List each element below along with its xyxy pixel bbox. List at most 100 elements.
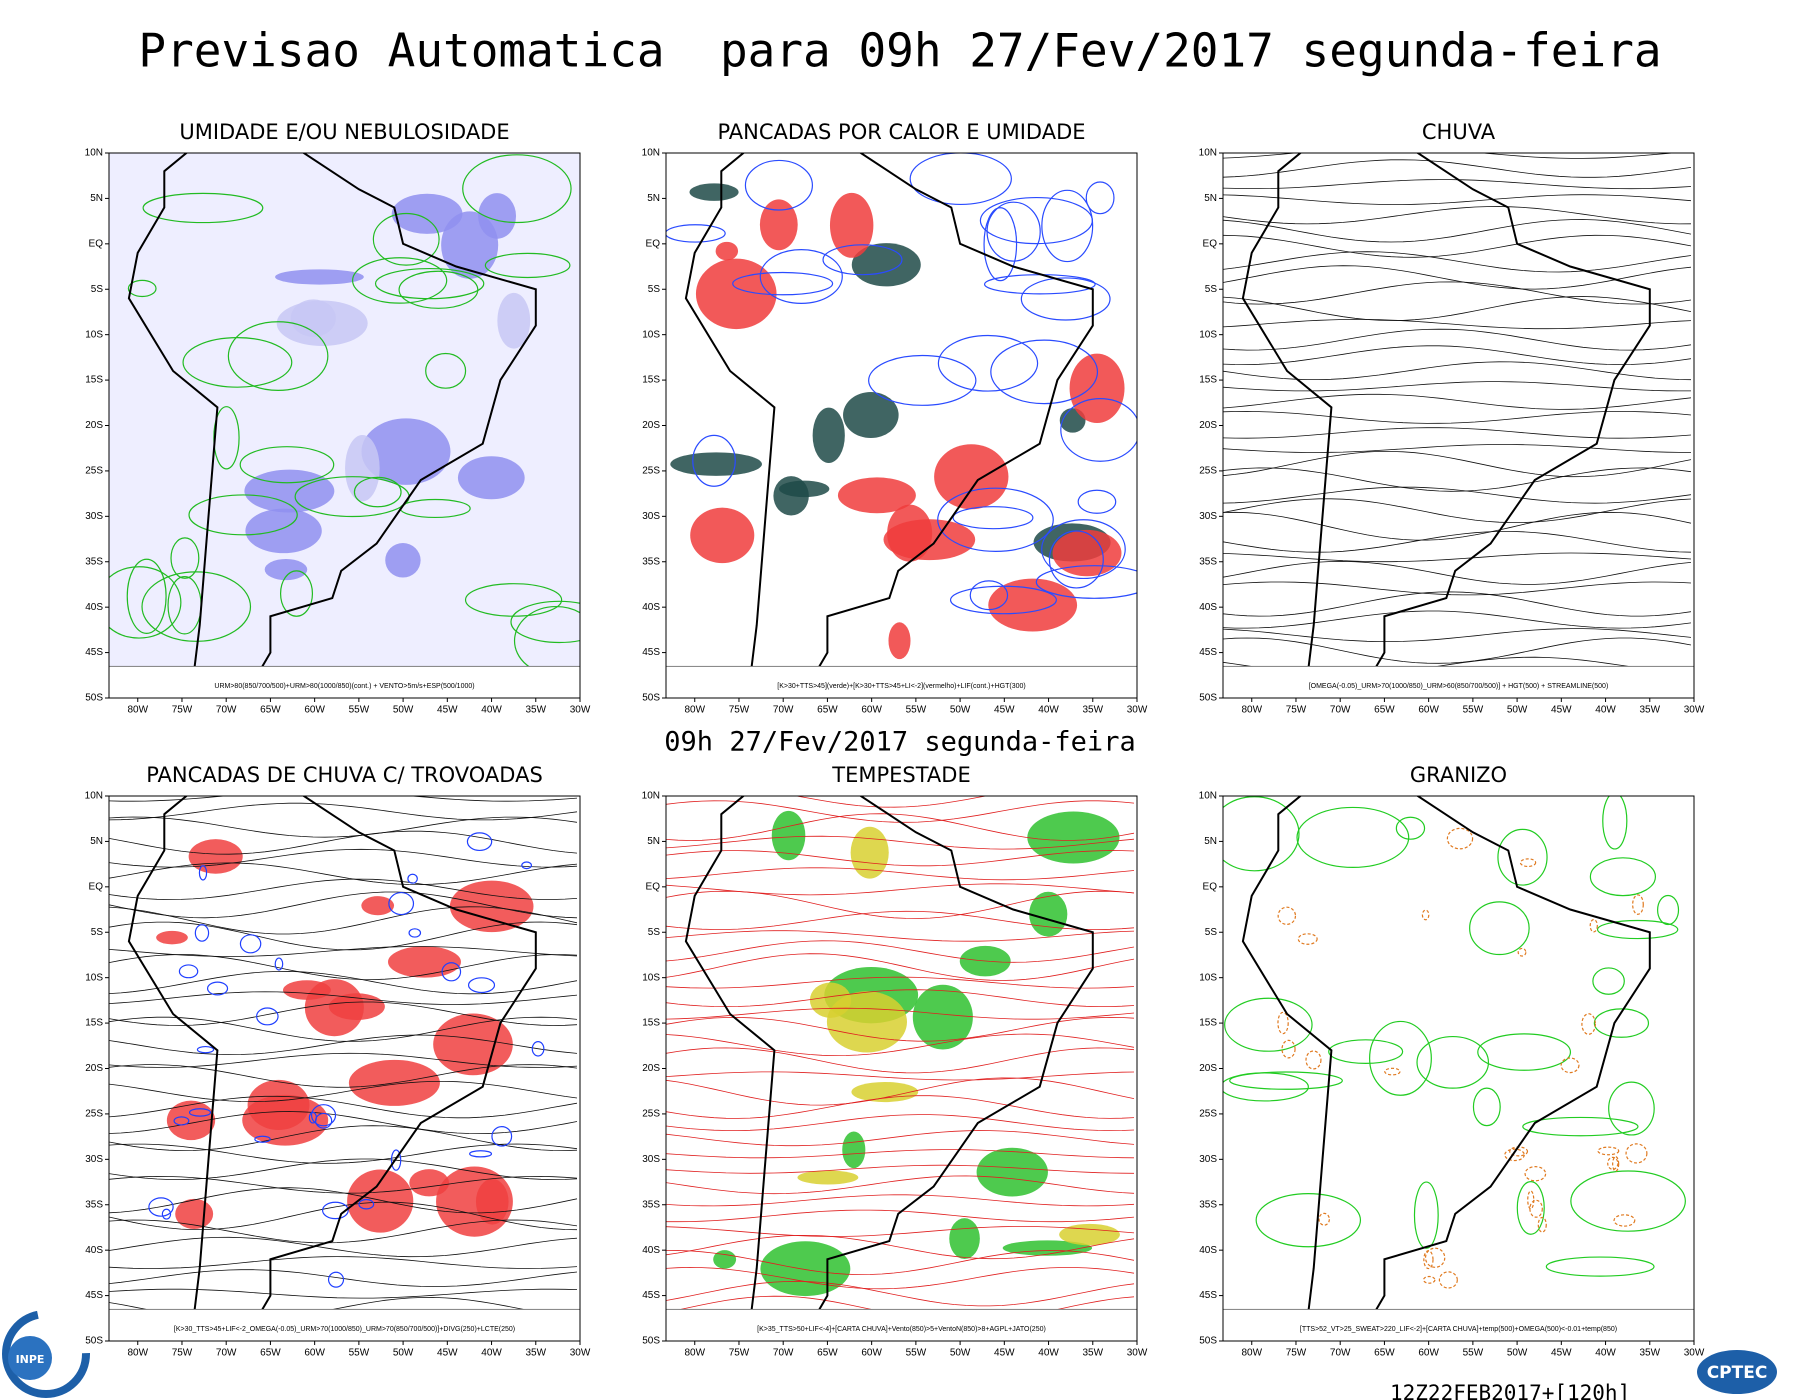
coastline xyxy=(127,796,537,1310)
streamline xyxy=(666,1266,1135,1290)
x-tick-label: 80W xyxy=(1241,1348,1262,1359)
shaded-area xyxy=(771,810,806,861)
y-tick-label: 50S xyxy=(1199,693,1217,704)
shaded-area xyxy=(166,1100,216,1141)
streamline xyxy=(109,970,578,995)
x-tick-label: 60W xyxy=(1418,1348,1439,1359)
streamline xyxy=(1223,361,1692,381)
streamline xyxy=(109,1158,578,1180)
x-tick-label: 65W xyxy=(260,1348,281,1359)
streamline xyxy=(1223,219,1692,243)
contour xyxy=(1581,1013,1596,1035)
x-tick-label: 35W xyxy=(1082,705,1103,716)
streamline xyxy=(1223,637,1692,664)
contour xyxy=(1537,1216,1547,1233)
streamline xyxy=(1223,251,1692,273)
streamline xyxy=(109,1219,578,1244)
shaded-area xyxy=(934,444,1009,510)
contour xyxy=(732,271,834,296)
map-panel: GRANIZO [TTS>52_VT>25_SWEAT>220_LIF<-2]+[… xyxy=(1199,763,1705,1359)
x-tick-label: 75W xyxy=(1286,705,1307,716)
streamline xyxy=(109,1296,525,1310)
contour xyxy=(822,244,903,276)
streamline xyxy=(109,891,578,919)
x-tick-label: 55W xyxy=(349,705,370,716)
y-tick-label: 35S xyxy=(85,1199,103,1210)
y-tick-label: 50S xyxy=(85,1336,103,1347)
logo-inpe: INPE xyxy=(2,1310,90,1398)
x-tick-label: 75W xyxy=(729,705,750,716)
x-tick-label: 35W xyxy=(1639,705,1660,716)
contour xyxy=(1504,1148,1525,1162)
frame xyxy=(1222,152,1695,699)
y-tick-label: 50S xyxy=(642,1336,660,1347)
y-tick-label: 45S xyxy=(1199,647,1217,658)
streamline xyxy=(666,976,1135,989)
panel-title: UMIDADE E/OU NEBULOSIDADE xyxy=(179,120,509,144)
y-tick-label: 25S xyxy=(1199,1109,1217,1120)
streamline xyxy=(1223,410,1692,424)
x-tick-label: 55W xyxy=(1463,705,1484,716)
contour xyxy=(182,337,293,388)
y-tick-label: 35S xyxy=(642,556,660,567)
y-tick-label: 15S xyxy=(1199,375,1217,386)
streamline xyxy=(109,1187,578,1214)
contour xyxy=(1422,1275,1436,1284)
x-tick-label: 55W xyxy=(906,705,927,716)
y-tick-label: 40S xyxy=(642,1245,660,1256)
x-tick-label: 50W xyxy=(950,1348,971,1359)
contour xyxy=(127,279,157,298)
streamline xyxy=(666,813,1135,841)
streamline xyxy=(109,1288,578,1299)
streamline xyxy=(109,878,578,900)
x-tick-label: 45W xyxy=(1551,705,1572,716)
coastline xyxy=(127,153,537,667)
y-tick-label: 45S xyxy=(85,1290,103,1301)
y-tick-label: EQ xyxy=(1203,881,1218,892)
y-tick-label: 5N xyxy=(90,836,103,847)
y-tick-label: 10N xyxy=(85,791,103,802)
shaded-area xyxy=(290,299,336,337)
y-tick-label: 10N xyxy=(1199,791,1217,802)
contour xyxy=(986,201,1041,262)
streamline xyxy=(1223,591,1692,617)
shaded-area xyxy=(797,1170,859,1185)
contour xyxy=(1416,1035,1490,1089)
y-tick-label: 5N xyxy=(647,836,660,847)
x-tick-label: 80W xyxy=(127,705,148,716)
contour xyxy=(1224,997,1313,1052)
streamline xyxy=(1223,281,1692,305)
streamline xyxy=(666,1114,1135,1132)
shaded-area xyxy=(175,1198,214,1230)
contour xyxy=(1593,1008,1650,1038)
logo-text: CPTEC xyxy=(1707,1363,1768,1383)
contour xyxy=(1570,1170,1686,1232)
x-tick-label: 45W xyxy=(437,1348,458,1359)
y-tick-label: 40S xyxy=(642,602,660,613)
contour xyxy=(1395,816,1426,840)
y-tick-label: 10N xyxy=(85,148,103,159)
streamline xyxy=(109,802,578,821)
streamline xyxy=(1223,451,1692,478)
streamline xyxy=(1223,206,1692,225)
contour xyxy=(909,153,1012,206)
streamline xyxy=(679,1295,1135,1310)
streamline xyxy=(1223,328,1692,351)
contour xyxy=(937,334,1039,392)
contour xyxy=(308,1111,317,1124)
streamline xyxy=(666,1047,1135,1074)
contour xyxy=(1041,189,1094,263)
contour xyxy=(279,570,314,617)
contour xyxy=(194,924,210,942)
shaded-area xyxy=(713,1250,737,1269)
shaded-area xyxy=(690,507,755,564)
streamline xyxy=(109,848,578,868)
streamline xyxy=(666,890,1135,919)
shaded-area xyxy=(361,896,395,916)
contour xyxy=(213,406,240,470)
y-tick-label: 5N xyxy=(90,193,103,204)
shaded-area xyxy=(497,292,531,349)
streamline xyxy=(1223,581,1692,596)
contour xyxy=(196,1045,215,1054)
x-tick-label: 70W xyxy=(1330,705,1351,716)
